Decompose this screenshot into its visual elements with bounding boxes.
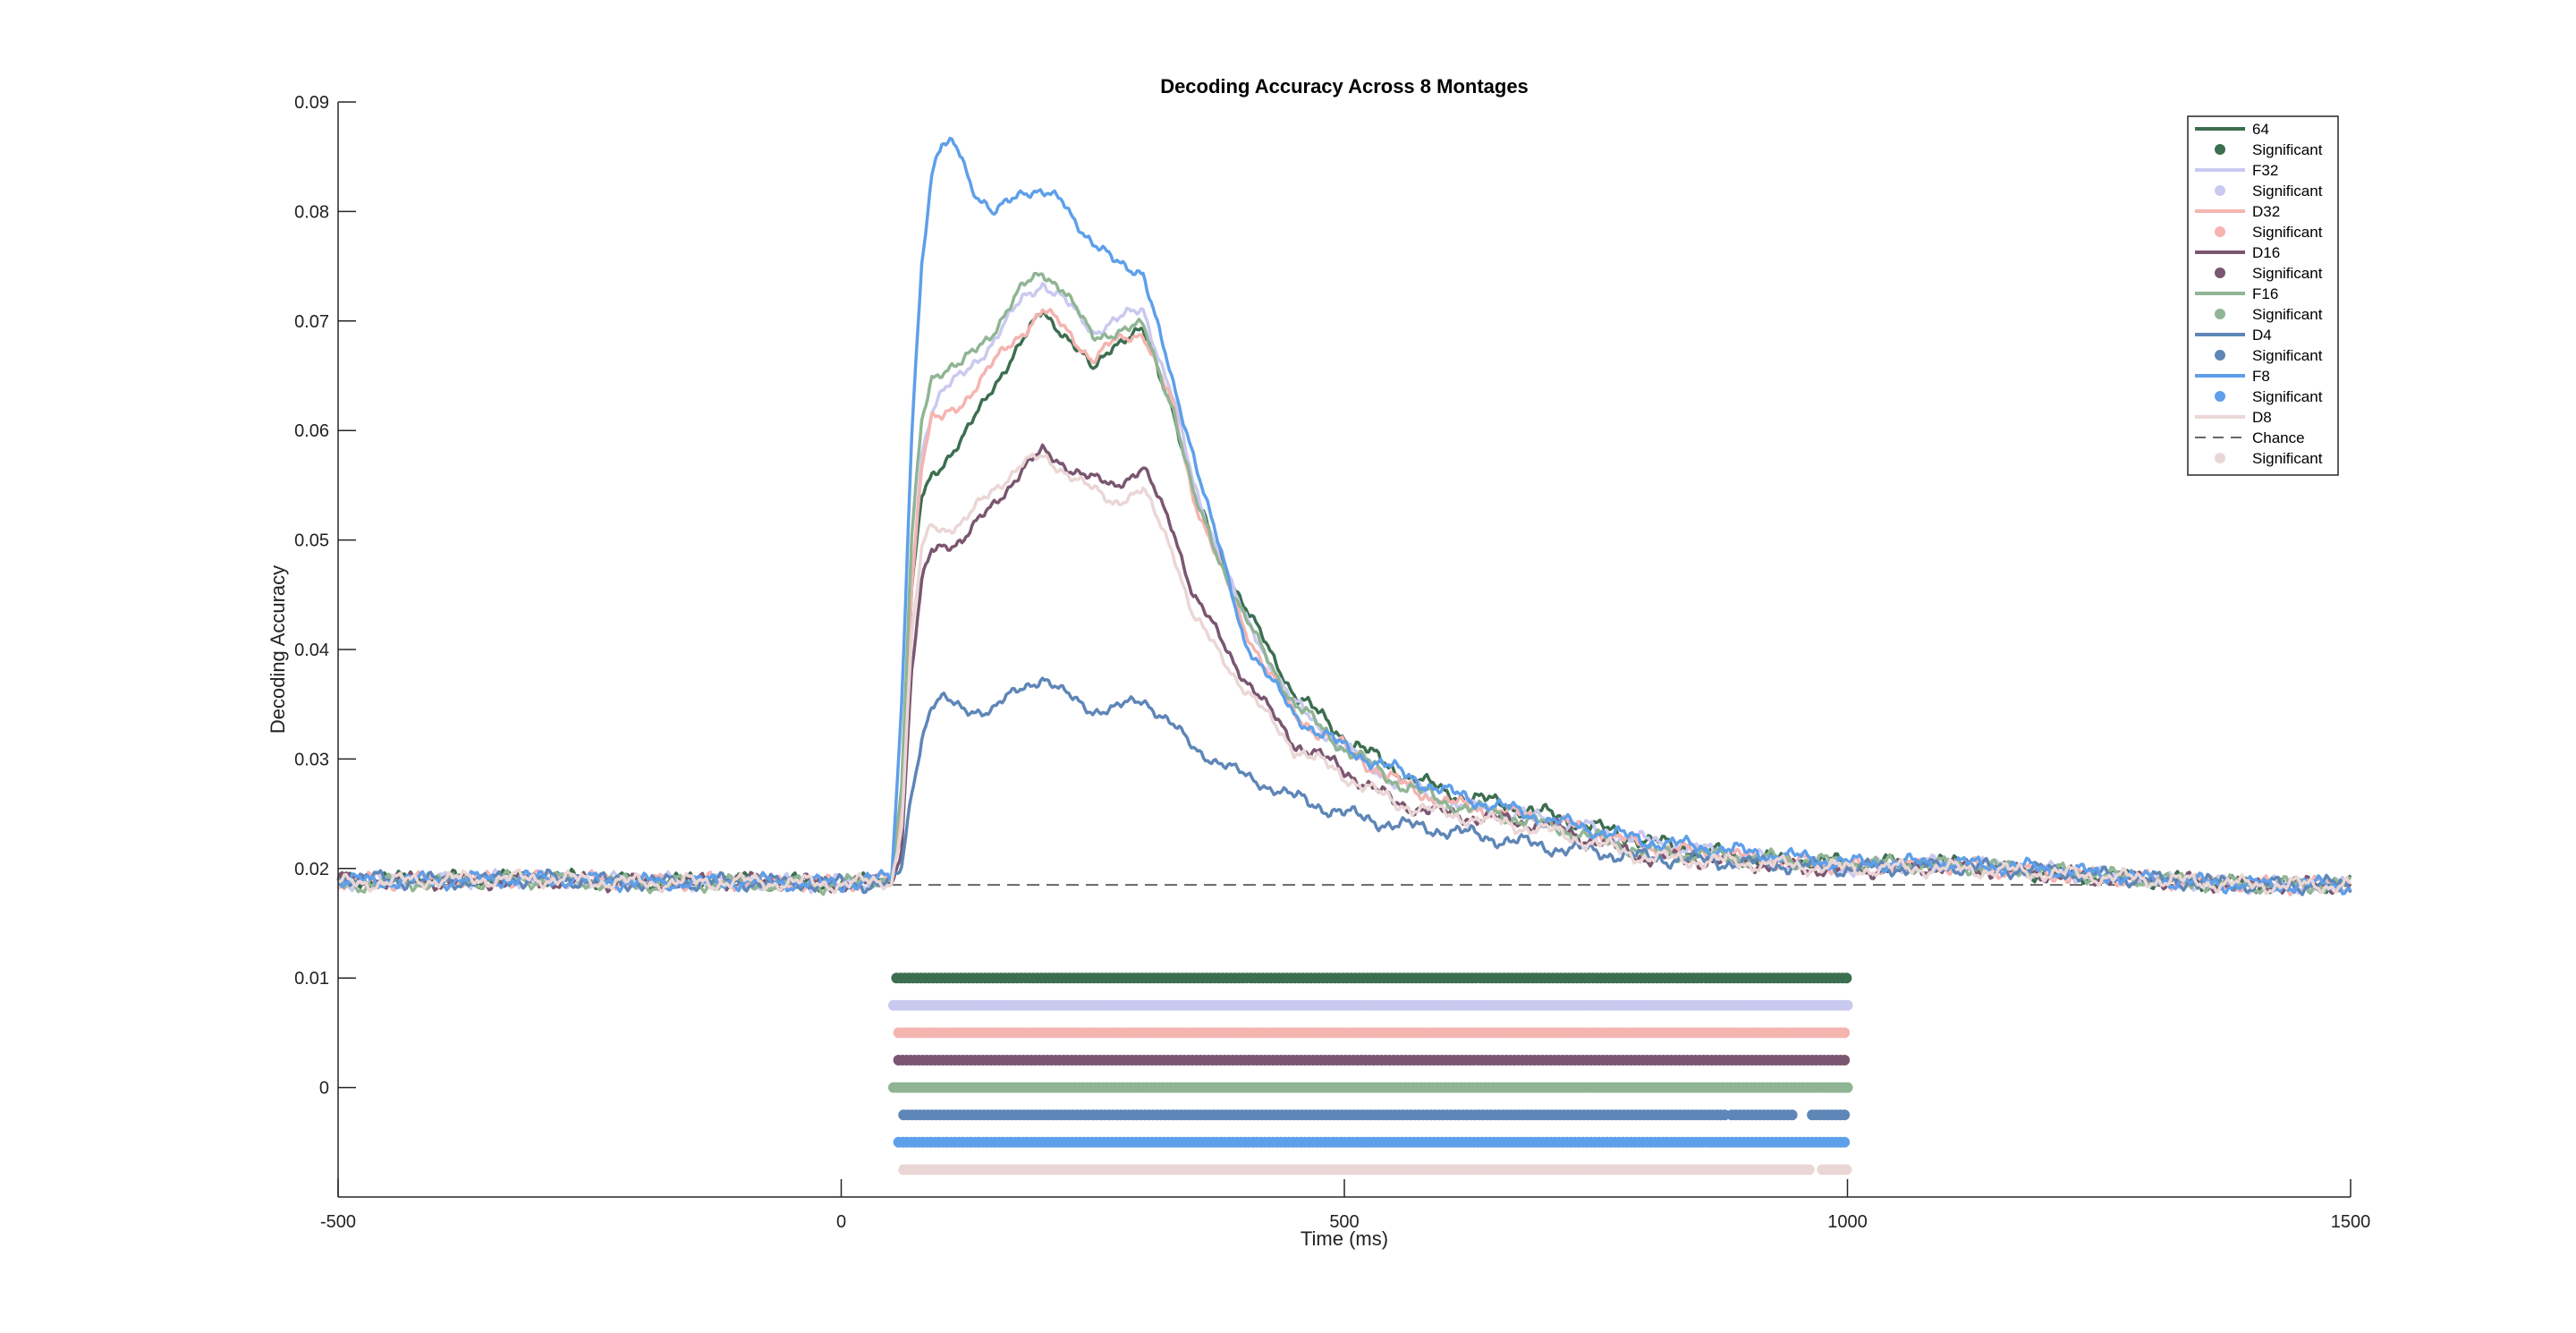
legend-dot-icon: [2215, 453, 2225, 463]
significance-dot: [1839, 1109, 1851, 1121]
y-tick-label: 0.04: [294, 641, 329, 660]
legend-dot-icon: [2215, 309, 2225, 319]
y-axis-label: Decoding Accuracy: [267, 565, 289, 734]
x-tick-label: 1500: [2331, 1212, 2371, 1232]
significance-dot: [1839, 1136, 1851, 1148]
legend-label: Significant: [2252, 183, 2323, 200]
chart-title: Decoding Accuracy Across 8 Montages: [1160, 75, 1529, 98]
series-line-D8: [337, 452, 2351, 896]
significance-dot: [1841, 1164, 1852, 1176]
legend-dot-icon: [2215, 350, 2225, 361]
legend-dot-icon: [2215, 267, 2225, 278]
series-line-F8: [336, 136, 2352, 896]
significance-row-F32: [888, 999, 1853, 1011]
legend-dot-icon: [2215, 185, 2225, 196]
legend-label: D32: [2252, 203, 2280, 220]
legend-label: Significant: [2252, 224, 2323, 241]
legend-label: Significant: [2252, 265, 2323, 282]
legend-label: Significant: [2252, 306, 2323, 323]
significance-row-D32: [893, 1027, 1851, 1039]
y-tick-label: 0.06: [294, 421, 329, 441]
legend-label: Significant: [2252, 141, 2323, 158]
x-tick-label: -500: [320, 1212, 356, 1232]
legend-label: F32: [2252, 162, 2278, 179]
y-tick-label: 0.02: [294, 860, 329, 879]
plot-area: [336, 136, 2352, 1176]
legend-label: Significant: [2252, 347, 2323, 364]
significance-row-F8: [893, 1136, 1851, 1148]
y-tick-label: 0: [319, 1079, 329, 1099]
legend-label: F8: [2252, 368, 2270, 385]
legend-label: D4: [2252, 327, 2272, 344]
legend-label: 64: [2252, 121, 2269, 138]
axes: -500 0 500 1000 1500 0 0.01 0.02 0.03 0.04 0.05 0.0…: [294, 93, 2370, 1232]
y-tick-label: 0.09: [294, 93, 329, 113]
legend: 64 Significant F32 Significant D32 Significan…: [2187, 115, 2339, 476]
significance-dot: [1839, 1027, 1851, 1039]
significance-dot: [1842, 999, 1853, 1011]
legend-label: D16: [2252, 244, 2280, 261]
x-tick-label: 1000: [1827, 1212, 1868, 1232]
y-tick-label: 0.05: [294, 531, 329, 551]
y-tick-label: 0.03: [294, 750, 329, 769]
significance-dot: [1839, 1055, 1851, 1066]
significance-dot: [1842, 1082, 1853, 1093]
legend-label: F16: [2252, 285, 2278, 302]
significance-row-F16: [888, 1082, 1853, 1093]
x-tick-label: 0: [836, 1212, 846, 1232]
legend-label: Chance: [2252, 429, 2305, 446]
legend-dot-icon: [2215, 144, 2225, 155]
legend-label: Significant: [2252, 388, 2323, 405]
significance-row-D4: [898, 1109, 1851, 1121]
x-axis-label: Time (ms): [1301, 1227, 1388, 1250]
significance-dot: [1841, 972, 1852, 984]
y-tick-label: 0.01: [294, 969, 329, 989]
x-tick-label: 500: [1329, 1212, 1359, 1232]
y-tick-label: 0.08: [294, 202, 329, 222]
significance-row-D16: [893, 1055, 1851, 1066]
significance-row-D8: [898, 1164, 1852, 1176]
significance-row-64: [891, 972, 1852, 984]
y-tick-label: 0.07: [294, 312, 329, 332]
significance-dot: [1786, 1109, 1798, 1121]
legend-dot-icon: [2215, 226, 2225, 237]
legend-label: D8: [2252, 409, 2272, 426]
legend-dot-icon: [2215, 391, 2225, 402]
significance-dot: [1803, 1164, 1815, 1176]
legend-label: Significant: [2252, 450, 2323, 467]
